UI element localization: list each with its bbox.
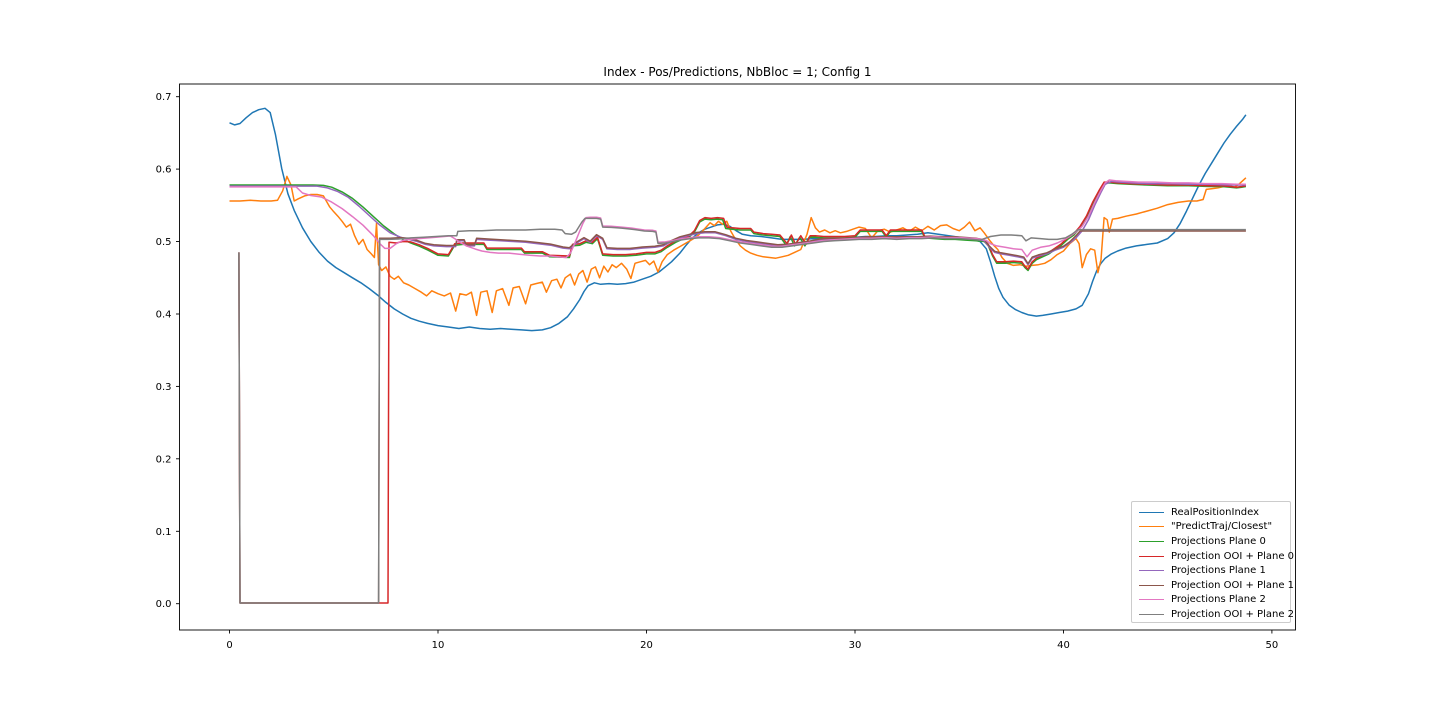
legend-line-swatch (1139, 599, 1164, 601)
x-tick-label: 30 (849, 640, 862, 651)
series-line-7 (238, 217, 1246, 604)
legend-label: "PredictTraj/Closest" (1171, 521, 1273, 533)
legend-label: Projections Plane 0 (1171, 535, 1266, 547)
legend-item: Projection OOI + Plane 2 (1139, 607, 1294, 622)
legend-line-swatch (1139, 540, 1164, 542)
legend-line-swatch (1139, 584, 1164, 586)
legend-line-swatch (1139, 555, 1164, 557)
legend-item: Projection OOI + Plane 1 (1139, 578, 1294, 593)
series-line-6 (229, 179, 1246, 259)
legend-label: Projections Plane 2 (1171, 594, 1266, 606)
y-tick-label: 0.5 (156, 237, 172, 248)
y-tick-label: 0.1 (156, 527, 172, 538)
series-line-3 (238, 181, 1247, 604)
y-tick-label: 0.3 (156, 382, 172, 393)
y-axis: 0.0 0.1 0.2 0.3 0.4 0.5 0.6 0.7 (156, 92, 180, 610)
x-axis: 0 10 20 30 40 50 (226, 630, 1278, 651)
x-tick-label: 0 (226, 640, 232, 651)
legend-label: Projection OOI + Plane 1 (1171, 579, 1295, 591)
legend-item: Projection OOI + Plane 0 (1139, 549, 1294, 564)
legend-label: RealPositionIndex (1171, 506, 1260, 518)
y-tick-label: 0.0 (156, 599, 172, 610)
chart-title: Index - Pos/Predictions, NbBloc = 1; Con… (603, 65, 872, 79)
series-line-5 (238, 230, 1246, 604)
y-tick-label: 0.7 (156, 92, 172, 103)
plot-spines (179, 83, 1296, 631)
legend-item: "PredictTraj/Closest" (1139, 520, 1290, 535)
legend: RealPositionIndex "PredictTraj/Closest" Pr… (1131, 501, 1294, 623)
legend-line-swatch (1139, 613, 1164, 615)
series-line-0 (229, 107, 1247, 332)
legend-label: Projection OOI + Plane 0 (1171, 550, 1295, 562)
legend-label: Projections Plane 1 (1171, 565, 1266, 577)
y-tick-label: 0.4 (156, 310, 172, 321)
y-tick-label: 0.2 (156, 454, 172, 465)
legend-label: Projection OOI + Plane 2 (1171, 608, 1295, 620)
legend-item: Projections Plane 1 (1139, 563, 1290, 578)
legend-line-swatch (1139, 570, 1164, 572)
legend-line-swatch (1139, 526, 1164, 528)
legend-item: Projections Plane 2 (1139, 593, 1290, 608)
series-line-1 (229, 175, 1247, 317)
x-tick-label: 20 (640, 640, 653, 651)
legend-line-swatch (1139, 511, 1164, 513)
x-tick-label: 50 (1266, 640, 1279, 651)
series-line-4 (229, 180, 1246, 266)
legend-item: RealPositionIndex (1139, 505, 1290, 520)
series-lines (229, 107, 1247, 604)
x-tick-label: 40 (1057, 640, 1070, 651)
y-tick-label: 0.6 (156, 165, 172, 176)
x-tick-label: 10 (432, 640, 445, 651)
legend-item: Projections Plane 0 (1139, 534, 1290, 549)
